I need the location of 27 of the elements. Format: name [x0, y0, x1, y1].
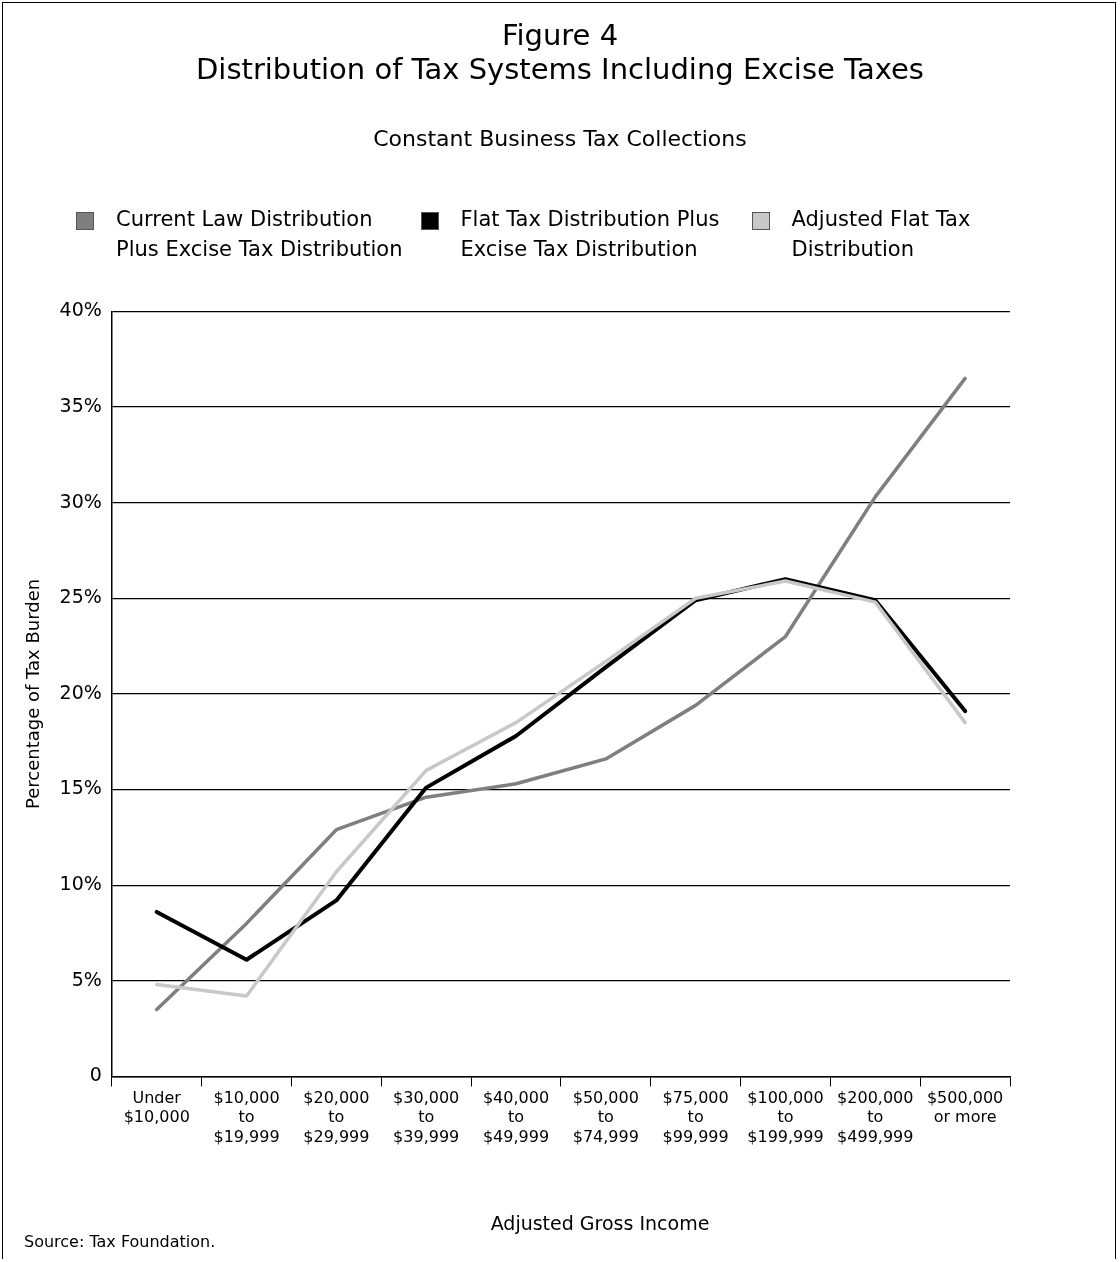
y-axis-title: Percentage of Tax Burden — [22, 578, 44, 810]
x-tick-label: $20,000 to $29,999 — [303, 1088, 370, 1146]
source-note: Source: Tax Foundation. — [24, 1232, 216, 1251]
x-tick-label: $40,000 to $49,999 — [482, 1088, 550, 1146]
y-tick-label: 0 — [89, 1063, 102, 1086]
chart-title: Figure 4 Distribution of Tax Systems Including Excise Taxes — [195, 18, 925, 86]
legend-label: Adjusted Flat Tax Distribution — [791, 206, 972, 263]
y-tick-label: 40% — [59, 298, 102, 321]
legend-label: Current Law Distribution Plus Excise Tax Distribution — [116, 206, 404, 263]
y-tick-label: 35% — [59, 393, 102, 416]
legend-label: Flat Tax Distribution Plus Excise Tax Distribution — [460, 206, 721, 263]
y-tick-label: 30% — [59, 489, 102, 512]
x-tick-label: $30,000 to $39,999 — [393, 1088, 460, 1146]
y-tick-label: 15% — [59, 776, 102, 799]
x-tick-label: $10,000 to $19,999 — [213, 1088, 280, 1146]
y-tick-label: 10% — [59, 872, 102, 895]
chart-subtitle: Constant Business Tax Collections — [372, 126, 748, 151]
y-tick-label: 5% — [71, 967, 102, 990]
x-axis-title: Adjusted Gross Income — [490, 1212, 710, 1234]
x-tick-label: $50,000 to $74,999 — [572, 1088, 639, 1146]
x-tick-label: Under $10,000 — [123, 1088, 190, 1127]
y-tick-label: 25% — [59, 585, 102, 608]
x-tick-label: $200,000 to $499,999 — [837, 1088, 914, 1146]
x-tick-label: $100,000 to $199,999 — [747, 1088, 824, 1146]
x-tick-label: $500,000 or more — [926, 1088, 1004, 1127]
y-tick-label: 20% — [59, 680, 102, 703]
x-tick-label: $75,000 to $99,999 — [662, 1088, 729, 1146]
